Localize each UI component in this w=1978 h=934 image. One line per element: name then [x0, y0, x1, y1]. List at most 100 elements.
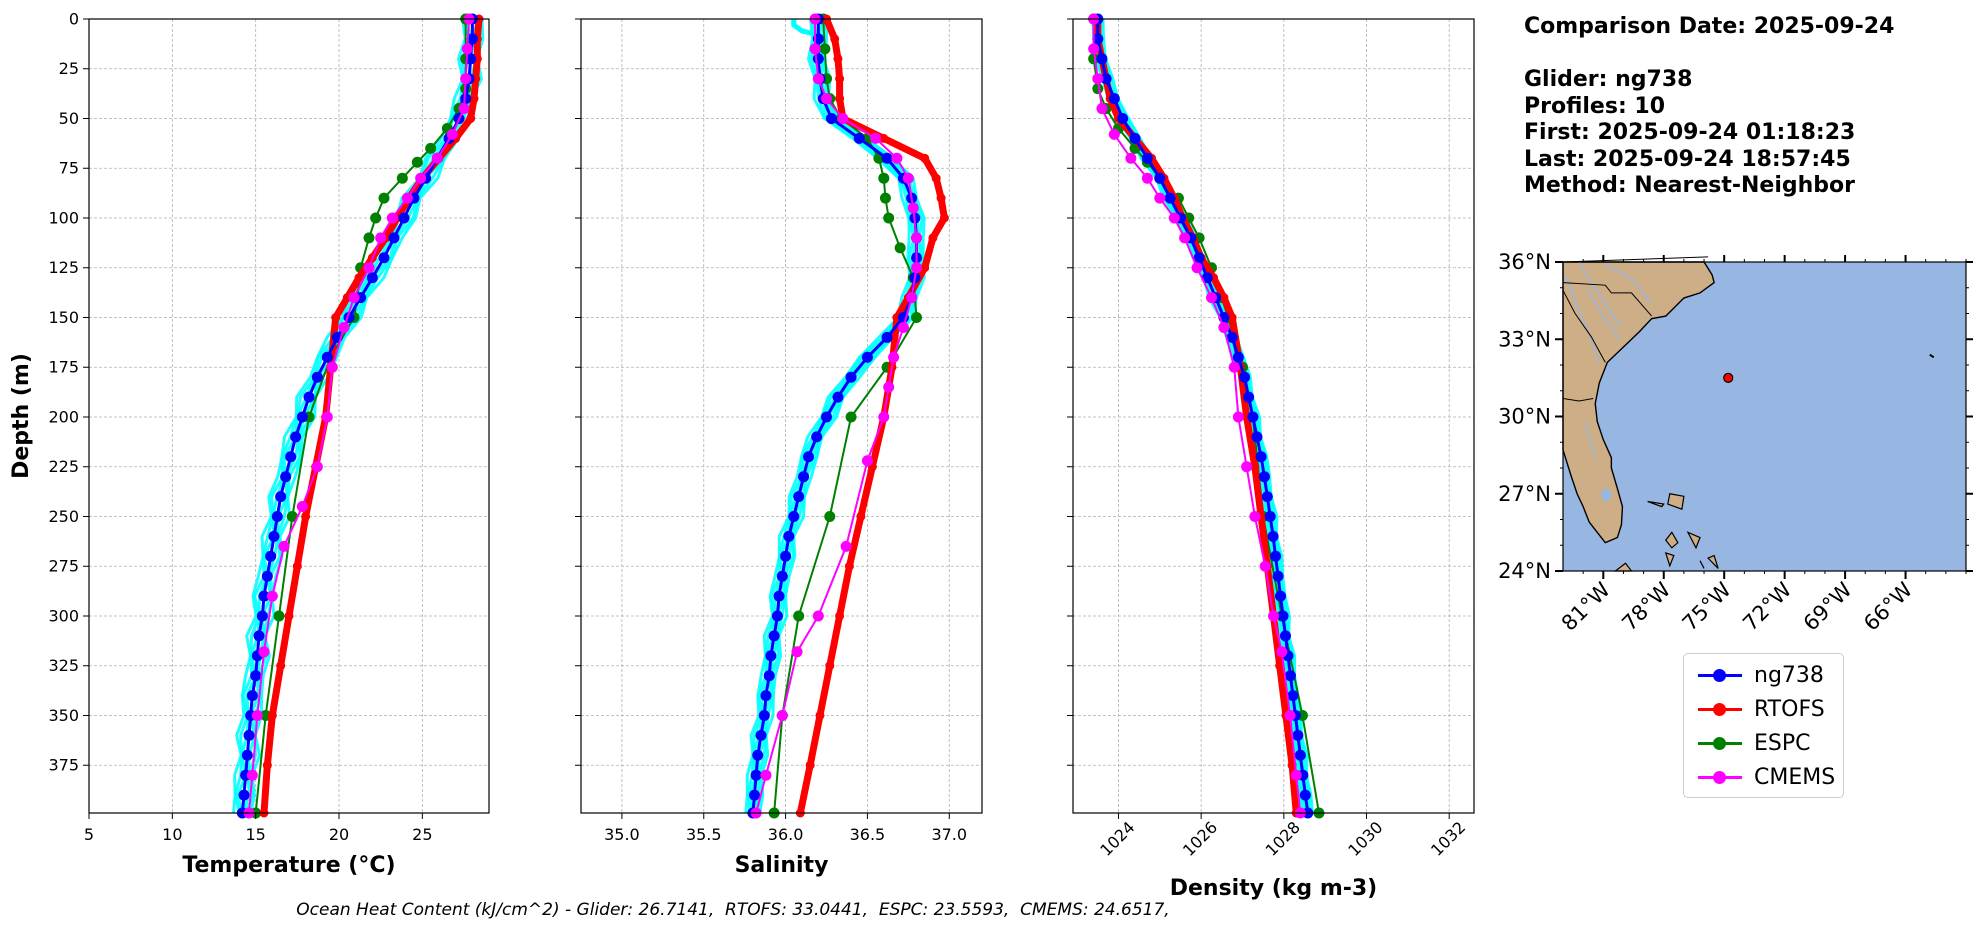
data-point-espc: [370, 212, 382, 224]
data-point-cmems: [776, 709, 788, 721]
data-point-rtofs: [1227, 312, 1237, 322]
data-point-ng738: [1284, 670, 1296, 682]
data-point-rtofs: [1275, 661, 1285, 671]
data-point-espc: [425, 142, 437, 154]
axes-frame: [88, 18, 490, 814]
grid: [88, 18, 489, 813]
island: [1647, 500, 1665, 508]
x-tick-label: 10: [162, 825, 182, 844]
glider-spread-line: [233, 18, 471, 814]
data-point-rtofs: [936, 193, 946, 203]
data-point-ng738: [271, 510, 283, 522]
data-point-ng738: [250, 670, 262, 682]
series-cmems: [1088, 13, 1306, 819]
data-point-espc: [363, 232, 375, 244]
data-point-ng738: [238, 789, 250, 801]
data-point-ng738: [261, 570, 273, 582]
data-point-cmems: [258, 646, 270, 658]
data-point-ng738: [1243, 391, 1255, 403]
data-point-rtofs: [1219, 293, 1229, 303]
data-point-ng738: [256, 610, 268, 622]
x-tick-label: 1030: [1344, 818, 1386, 860]
x-tick-label: 36.0: [768, 825, 804, 844]
data-point-rtofs: [284, 611, 294, 621]
map-y-tick-label: 24°N: [1498, 559, 1551, 583]
data-point-ng738: [1239, 371, 1251, 383]
data-point-rtofs: [931, 173, 941, 183]
map-x-tick-label: 66°W: [1859, 577, 1917, 635]
data-point-ng738: [783, 530, 795, 542]
data-point-cmems: [321, 411, 333, 423]
island: [1699, 560, 1705, 569]
map-x-tick-label: 72°W: [1738, 577, 1796, 635]
legend-marker-espc: [1713, 737, 1726, 750]
data-point-ng738: [853, 132, 865, 144]
data-point-rtofs: [879, 133, 889, 143]
data-point-ng738: [388, 232, 400, 244]
y-tick-label: 25: [59, 59, 79, 78]
profiles-count: Profiles: 10: [1524, 93, 1666, 119]
data-point-cmems: [278, 540, 290, 552]
x-tick-label: 1026: [1179, 818, 1221, 860]
x-tick-label: 25: [412, 825, 432, 844]
x-tick-label: 37.0: [931, 825, 967, 844]
legend-label-rtofs: RTOFS: [1754, 697, 1825, 722]
y-tick-label: 350: [48, 706, 79, 725]
data-point-ng738: [1193, 252, 1205, 264]
data-point-cmems: [897, 321, 909, 333]
axes-frame: [1072, 18, 1475, 814]
data-point-ng738: [1092, 33, 1104, 45]
data-point-ng738: [280, 471, 292, 483]
data-point-espc: [911, 311, 923, 323]
state-border: [1562, 397, 1594, 402]
x-tick-label: 36.5: [850, 825, 886, 844]
river: [1564, 274, 1600, 363]
data-point-rtofs: [466, 113, 476, 123]
data-point-ng738: [398, 212, 410, 224]
data-point-ng738: [811, 431, 823, 443]
data-point-cmems: [1268, 610, 1279, 622]
data-point-cmems: [911, 232, 923, 244]
axes-frame: [580, 18, 983, 814]
data-point-cmems: [296, 501, 308, 513]
data-point-ng738: [1164, 192, 1176, 204]
glider-name: Glider: ng738: [1524, 67, 1693, 92]
glider-spread-line: [1091, 18, 1305, 814]
data-point-ng738: [1154, 172, 1166, 184]
legend-marker-cmems: [1713, 771, 1726, 784]
data-point-ng738: [771, 610, 783, 622]
data-point-cmems: [840, 540, 852, 552]
density-panel: 1024 1026 1028 1030 1032 Density (kg m-3): [1067, 13, 1475, 901]
data-point-ng738: [241, 749, 253, 761]
data-point-ng738: [760, 690, 772, 702]
series-ng738: [1092, 13, 1314, 819]
data-point-cmems: [1218, 321, 1230, 333]
island: [1664, 552, 1675, 568]
data-point-ng738: [1267, 530, 1279, 542]
legend-item-cmems: CMEMS: [1692, 764, 1840, 794]
data-point-rtofs: [830, 34, 840, 44]
data-point-cmems: [1191, 262, 1203, 274]
data-point-cmems: [1249, 510, 1261, 522]
data-point-ng738: [321, 351, 333, 363]
data-point-cmems: [246, 769, 258, 781]
data-point-rtofs: [856, 511, 866, 521]
data-point-espc: [878, 172, 890, 184]
data-point-cmems: [461, 43, 473, 55]
data-point-cmems: [458, 103, 470, 115]
data-point-cmems: [338, 321, 350, 333]
ohc-caption-text: Ocean Heat Content (kJ/cm^2) - Glider: 2…: [296, 900, 1170, 920]
data-point-cmems: [386, 212, 398, 224]
data-point-cmems: [1108, 128, 1120, 140]
data-point-ng738: [1272, 570, 1284, 582]
data-point-ng738: [265, 550, 277, 562]
x-tick-label: 35.0: [604, 825, 640, 844]
data-point-ng738: [466, 33, 478, 45]
data-point-ng738: [748, 789, 760, 801]
y-tick-label: 100: [48, 208, 79, 227]
data-point-ng738: [768, 630, 780, 642]
data-point-rtofs: [276, 661, 286, 671]
data-point-ng738: [1108, 93, 1120, 105]
data-point-cmems: [375, 232, 387, 244]
data-point-ng738: [1275, 590, 1287, 602]
